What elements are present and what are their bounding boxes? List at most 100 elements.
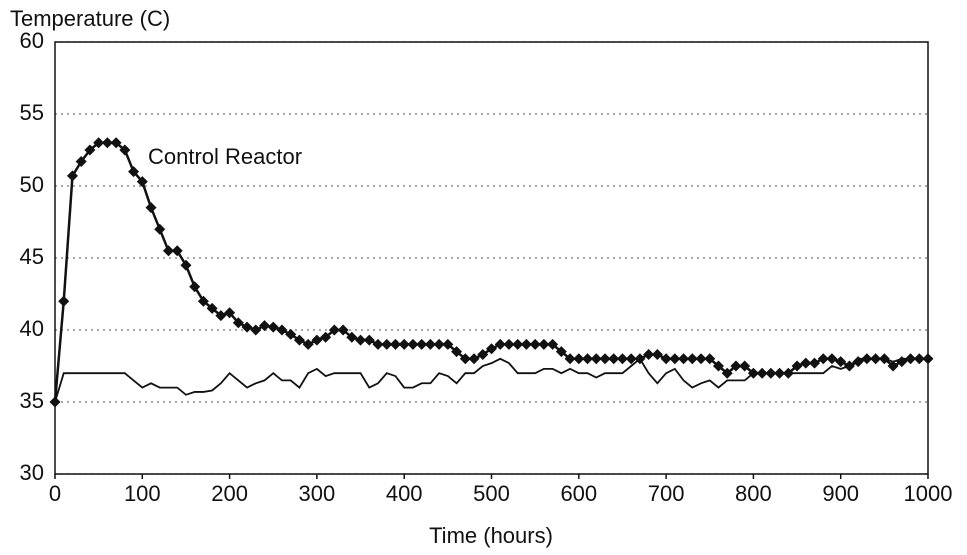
marker	[66, 170, 78, 182]
x-tick-label: 400	[386, 481, 423, 506]
y-tick-label: 45	[20, 244, 44, 269]
marker	[695, 353, 707, 365]
marker	[398, 338, 410, 350]
marker	[328, 324, 340, 336]
marker	[765, 367, 777, 379]
marker	[311, 334, 323, 346]
marker	[625, 353, 637, 365]
marker	[320, 331, 332, 343]
plot-frame	[54, 41, 929, 475]
marker	[573, 353, 585, 365]
x-tick-label: 200	[211, 481, 248, 506]
marker	[712, 360, 724, 372]
marker	[555, 346, 567, 358]
marker	[363, 334, 375, 346]
marker	[372, 338, 384, 350]
marker	[852, 356, 864, 368]
marker	[747, 367, 759, 379]
marker	[259, 320, 271, 332]
marker	[381, 338, 393, 350]
marker	[669, 353, 681, 365]
marker	[355, 334, 367, 346]
marker	[285, 328, 297, 340]
marker	[215, 310, 227, 322]
marker	[145, 202, 157, 214]
marker	[730, 360, 742, 372]
marker	[651, 348, 663, 360]
marker	[870, 353, 882, 365]
marker	[189, 281, 201, 293]
y-tick-label: 35	[20, 388, 44, 413]
marker	[276, 324, 288, 336]
marker	[250, 324, 262, 336]
marker	[564, 353, 576, 365]
marker	[241, 321, 253, 333]
marker	[101, 137, 113, 149]
y-axis-title: Temperature (C)	[10, 6, 170, 31]
marker	[721, 367, 733, 379]
marker	[486, 343, 497, 355]
marker	[809, 357, 821, 369]
x-tick-label: 100	[124, 481, 161, 506]
marker	[451, 346, 463, 358]
marker	[58, 295, 70, 307]
marker	[861, 353, 873, 365]
marker	[84, 144, 96, 156]
marker	[887, 360, 899, 372]
marker	[616, 353, 628, 365]
marker	[93, 137, 105, 149]
marker	[896, 356, 908, 368]
marker	[162, 245, 174, 257]
marker	[119, 144, 131, 156]
marker	[494, 338, 506, 350]
marker	[154, 223, 166, 235]
marker	[843, 360, 855, 372]
marker	[774, 367, 786, 379]
marker	[800, 357, 812, 369]
marker	[424, 338, 436, 350]
x-tick-label: 700	[648, 481, 685, 506]
marker	[180, 259, 192, 271]
x-tick-label: 0	[49, 481, 61, 506]
series-label: Control Reactor	[148, 144, 302, 169]
marker	[643, 348, 655, 360]
marker	[529, 338, 541, 350]
marker	[267, 321, 279, 333]
marker	[232, 317, 244, 329]
marker	[547, 338, 559, 350]
marker	[302, 338, 314, 350]
marker	[468, 353, 480, 365]
marker	[817, 353, 829, 365]
marker	[346, 331, 358, 343]
marker	[171, 245, 183, 257]
marker	[678, 353, 690, 365]
marker	[599, 353, 611, 365]
marker	[905, 353, 917, 365]
y-tick-label: 30	[20, 460, 44, 485]
x-tick-label: 300	[299, 481, 336, 506]
marker	[634, 353, 646, 365]
marker	[878, 353, 890, 365]
y-tick-label: 40	[20, 316, 44, 341]
marker	[110, 137, 122, 149]
marker	[791, 360, 803, 372]
y-tick-label: 60	[20, 28, 44, 53]
marker	[433, 338, 445, 350]
marker	[75, 156, 87, 168]
marker	[608, 353, 620, 365]
marker	[826, 353, 838, 365]
x-axis-title: Time (hours)	[429, 523, 553, 548]
marker	[503, 338, 515, 350]
marker	[389, 338, 401, 350]
marker	[49, 396, 61, 408]
marker	[739, 360, 751, 372]
marker	[442, 338, 454, 350]
marker	[922, 353, 934, 365]
marker	[477, 348, 489, 360]
marker	[704, 353, 716, 365]
x-tick-label: 900	[822, 481, 859, 506]
marker	[224, 307, 236, 319]
marker	[407, 338, 419, 350]
marker	[337, 324, 349, 336]
